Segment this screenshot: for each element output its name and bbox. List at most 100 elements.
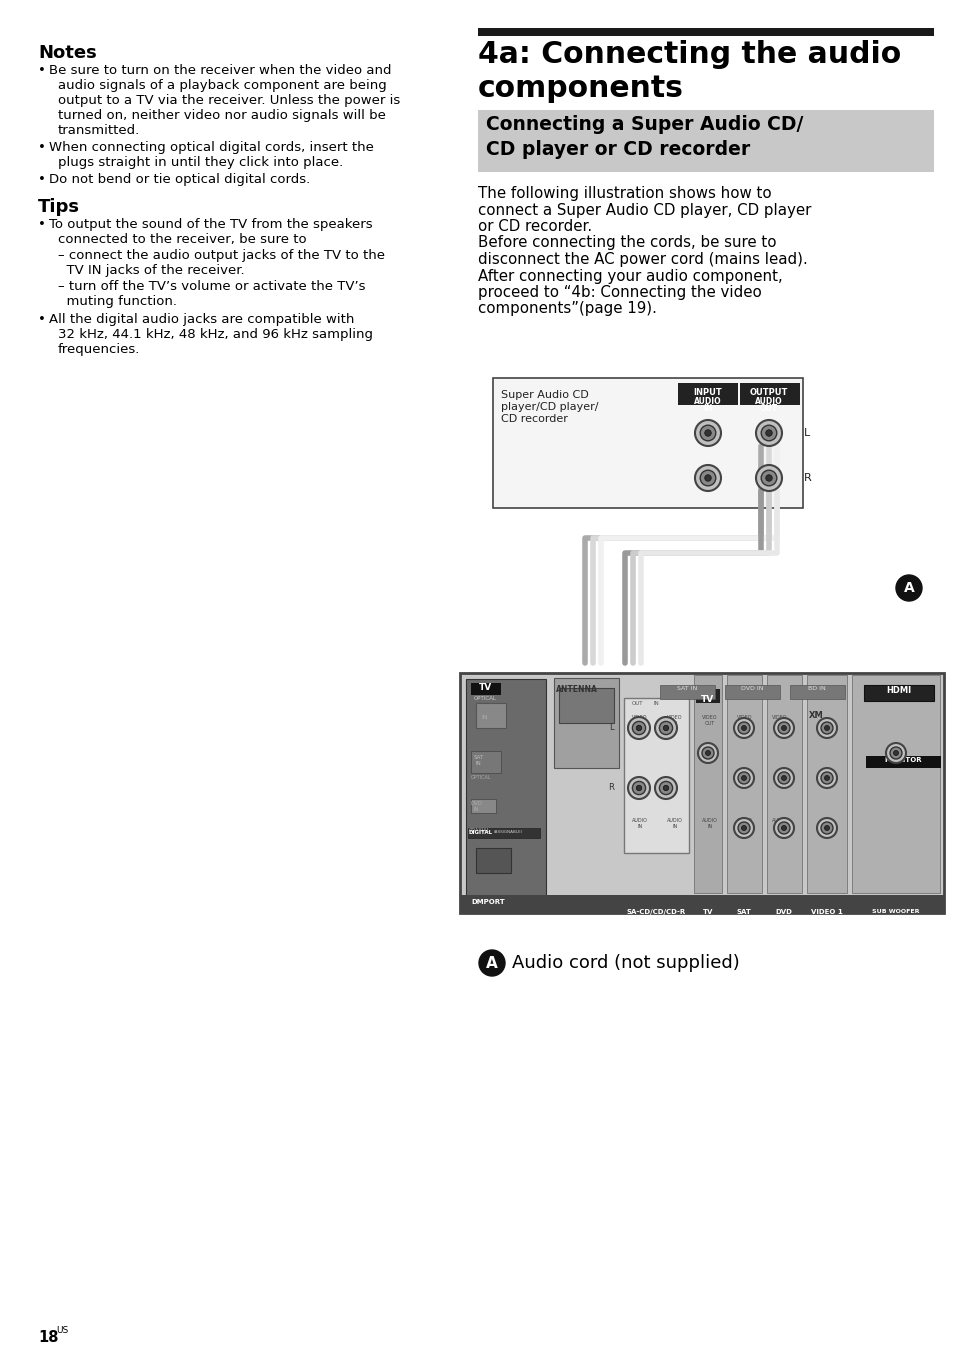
Text: DVD IN: DVD IN: [740, 685, 762, 691]
Text: AUDIO
IN: AUDIO IN: [666, 818, 682, 829]
Bar: [476, 848, 511, 873]
Circle shape: [627, 717, 649, 740]
Text: AUDIO
OUT: AUDIO OUT: [771, 818, 787, 829]
Circle shape: [781, 826, 785, 830]
Text: All the digital audio jacks are compatible with: All the digital audio jacks are compatib…: [49, 314, 354, 326]
Bar: [726, 675, 761, 894]
Circle shape: [705, 750, 710, 756]
Text: •: •: [38, 64, 46, 77]
Text: TV: TV: [478, 683, 492, 692]
Text: BD IN: BD IN: [807, 685, 825, 691]
Text: A: A: [486, 956, 497, 971]
Circle shape: [740, 826, 745, 830]
Circle shape: [659, 781, 672, 795]
Text: TV: TV: [700, 695, 714, 704]
Bar: [724, 685, 780, 699]
Text: When connecting optical digital cords, insert the: When connecting optical digital cords, i…: [49, 141, 374, 154]
Text: connected to the receiver, be sure to: connected to the receiver, be sure to: [58, 233, 306, 246]
Circle shape: [823, 776, 828, 780]
Circle shape: [778, 822, 789, 834]
Text: HDMI: HDMI: [885, 685, 911, 695]
Circle shape: [885, 744, 905, 763]
Bar: [477, 110, 933, 172]
Bar: [693, 675, 721, 894]
Text: Audio cord (not supplied): Audio cord (not supplied): [512, 955, 739, 972]
Circle shape: [662, 725, 668, 730]
Text: US: US: [56, 1326, 69, 1334]
Text: 18: 18: [38, 1330, 58, 1345]
Text: IN: IN: [480, 715, 487, 721]
Text: After connecting your audio component,: After connecting your audio component,: [477, 269, 781, 284]
Text: – connect the audio output jacks of the TV to the: – connect the audio output jacks of the …: [58, 249, 385, 262]
Bar: [459, 673, 943, 913]
Text: 32 kHz, 44.1 kHz, 48 kHz, and 96 kHz sampling: 32 kHz, 44.1 kHz, 48 kHz, and 96 kHz sam…: [58, 329, 373, 341]
Bar: [471, 799, 496, 813]
Bar: [659, 685, 714, 699]
Text: OUT: OUT: [760, 404, 778, 412]
Text: AUDIO
IN: AUDIO IN: [737, 818, 752, 829]
Text: •: •: [38, 218, 46, 231]
Circle shape: [738, 722, 749, 734]
Bar: [766, 675, 801, 894]
Bar: [623, 698, 688, 853]
Bar: [806, 675, 846, 894]
Text: ANTENNA: ANTENNA: [556, 685, 598, 694]
Text: frequencies.: frequencies.: [58, 343, 140, 356]
Text: •: •: [38, 173, 46, 187]
Text: CD player or CD recorder: CD player or CD recorder: [485, 141, 749, 160]
Circle shape: [760, 425, 776, 441]
Circle shape: [778, 722, 789, 734]
Text: SAT: SAT: [474, 754, 484, 760]
Text: (ASSIGNABLE): (ASSIGNABLE): [494, 830, 523, 834]
Circle shape: [893, 750, 898, 756]
Circle shape: [632, 781, 645, 795]
Circle shape: [755, 465, 781, 491]
Text: Before connecting the cords, be sure to: Before connecting the cords, be sure to: [477, 235, 776, 250]
Circle shape: [889, 748, 901, 758]
Circle shape: [816, 768, 836, 788]
Bar: [471, 750, 500, 773]
Bar: [471, 683, 500, 695]
Bar: [851, 675, 939, 894]
Text: IN: IN: [474, 807, 479, 813]
Text: or CD recorder.: or CD recorder.: [477, 219, 592, 234]
Circle shape: [823, 826, 828, 830]
Text: INPUT: INPUT: [693, 388, 721, 397]
Text: TV IN jacks of the receiver.: TV IN jacks of the receiver.: [58, 264, 244, 277]
Text: player/CD player/: player/CD player/: [500, 402, 598, 412]
Text: IN: IN: [476, 761, 481, 767]
Text: connect a Super Audio CD player, CD player: connect a Super Audio CD player, CD play…: [477, 203, 810, 218]
Circle shape: [704, 430, 711, 437]
Circle shape: [695, 465, 720, 491]
Text: TV: TV: [702, 909, 713, 915]
Circle shape: [632, 722, 645, 734]
Text: – turn off the TV’s volume or activate the TV’s: – turn off the TV’s volume or activate t…: [58, 280, 365, 293]
Text: L: L: [609, 723, 614, 733]
Circle shape: [755, 420, 781, 446]
Text: AUDIO: AUDIO: [694, 397, 721, 406]
Bar: [493, 379, 802, 508]
Text: CD recorder: CD recorder: [500, 414, 567, 425]
Circle shape: [895, 575, 921, 602]
Circle shape: [704, 475, 711, 481]
Circle shape: [738, 822, 749, 834]
Circle shape: [781, 776, 785, 780]
Text: VIDEO
IN: VIDEO IN: [666, 715, 682, 726]
Bar: [465, 679, 545, 907]
Text: 4a: Connecting the audio: 4a: Connecting the audio: [477, 41, 901, 69]
Text: OUTPUT: OUTPUT: [749, 388, 787, 397]
Circle shape: [733, 718, 753, 738]
Text: Tips: Tips: [38, 197, 80, 216]
Text: OPTICAL: OPTICAL: [474, 696, 497, 700]
Text: AUDIO
IN: AUDIO IN: [701, 818, 718, 829]
Circle shape: [740, 726, 745, 730]
Circle shape: [662, 786, 668, 791]
Text: SA-CD/CD/CD-R: SA-CD/CD/CD-R: [626, 909, 685, 915]
Circle shape: [781, 726, 785, 730]
Bar: [865, 756, 940, 768]
Text: plugs straight in until they click into place.: plugs straight in until they click into …: [58, 155, 343, 169]
Bar: [863, 685, 933, 700]
Text: VIDEO
IN: VIDEO IN: [737, 715, 752, 726]
Circle shape: [701, 748, 713, 758]
Text: Do not bend or tie optical digital cords.: Do not bend or tie optical digital cords…: [49, 173, 310, 187]
